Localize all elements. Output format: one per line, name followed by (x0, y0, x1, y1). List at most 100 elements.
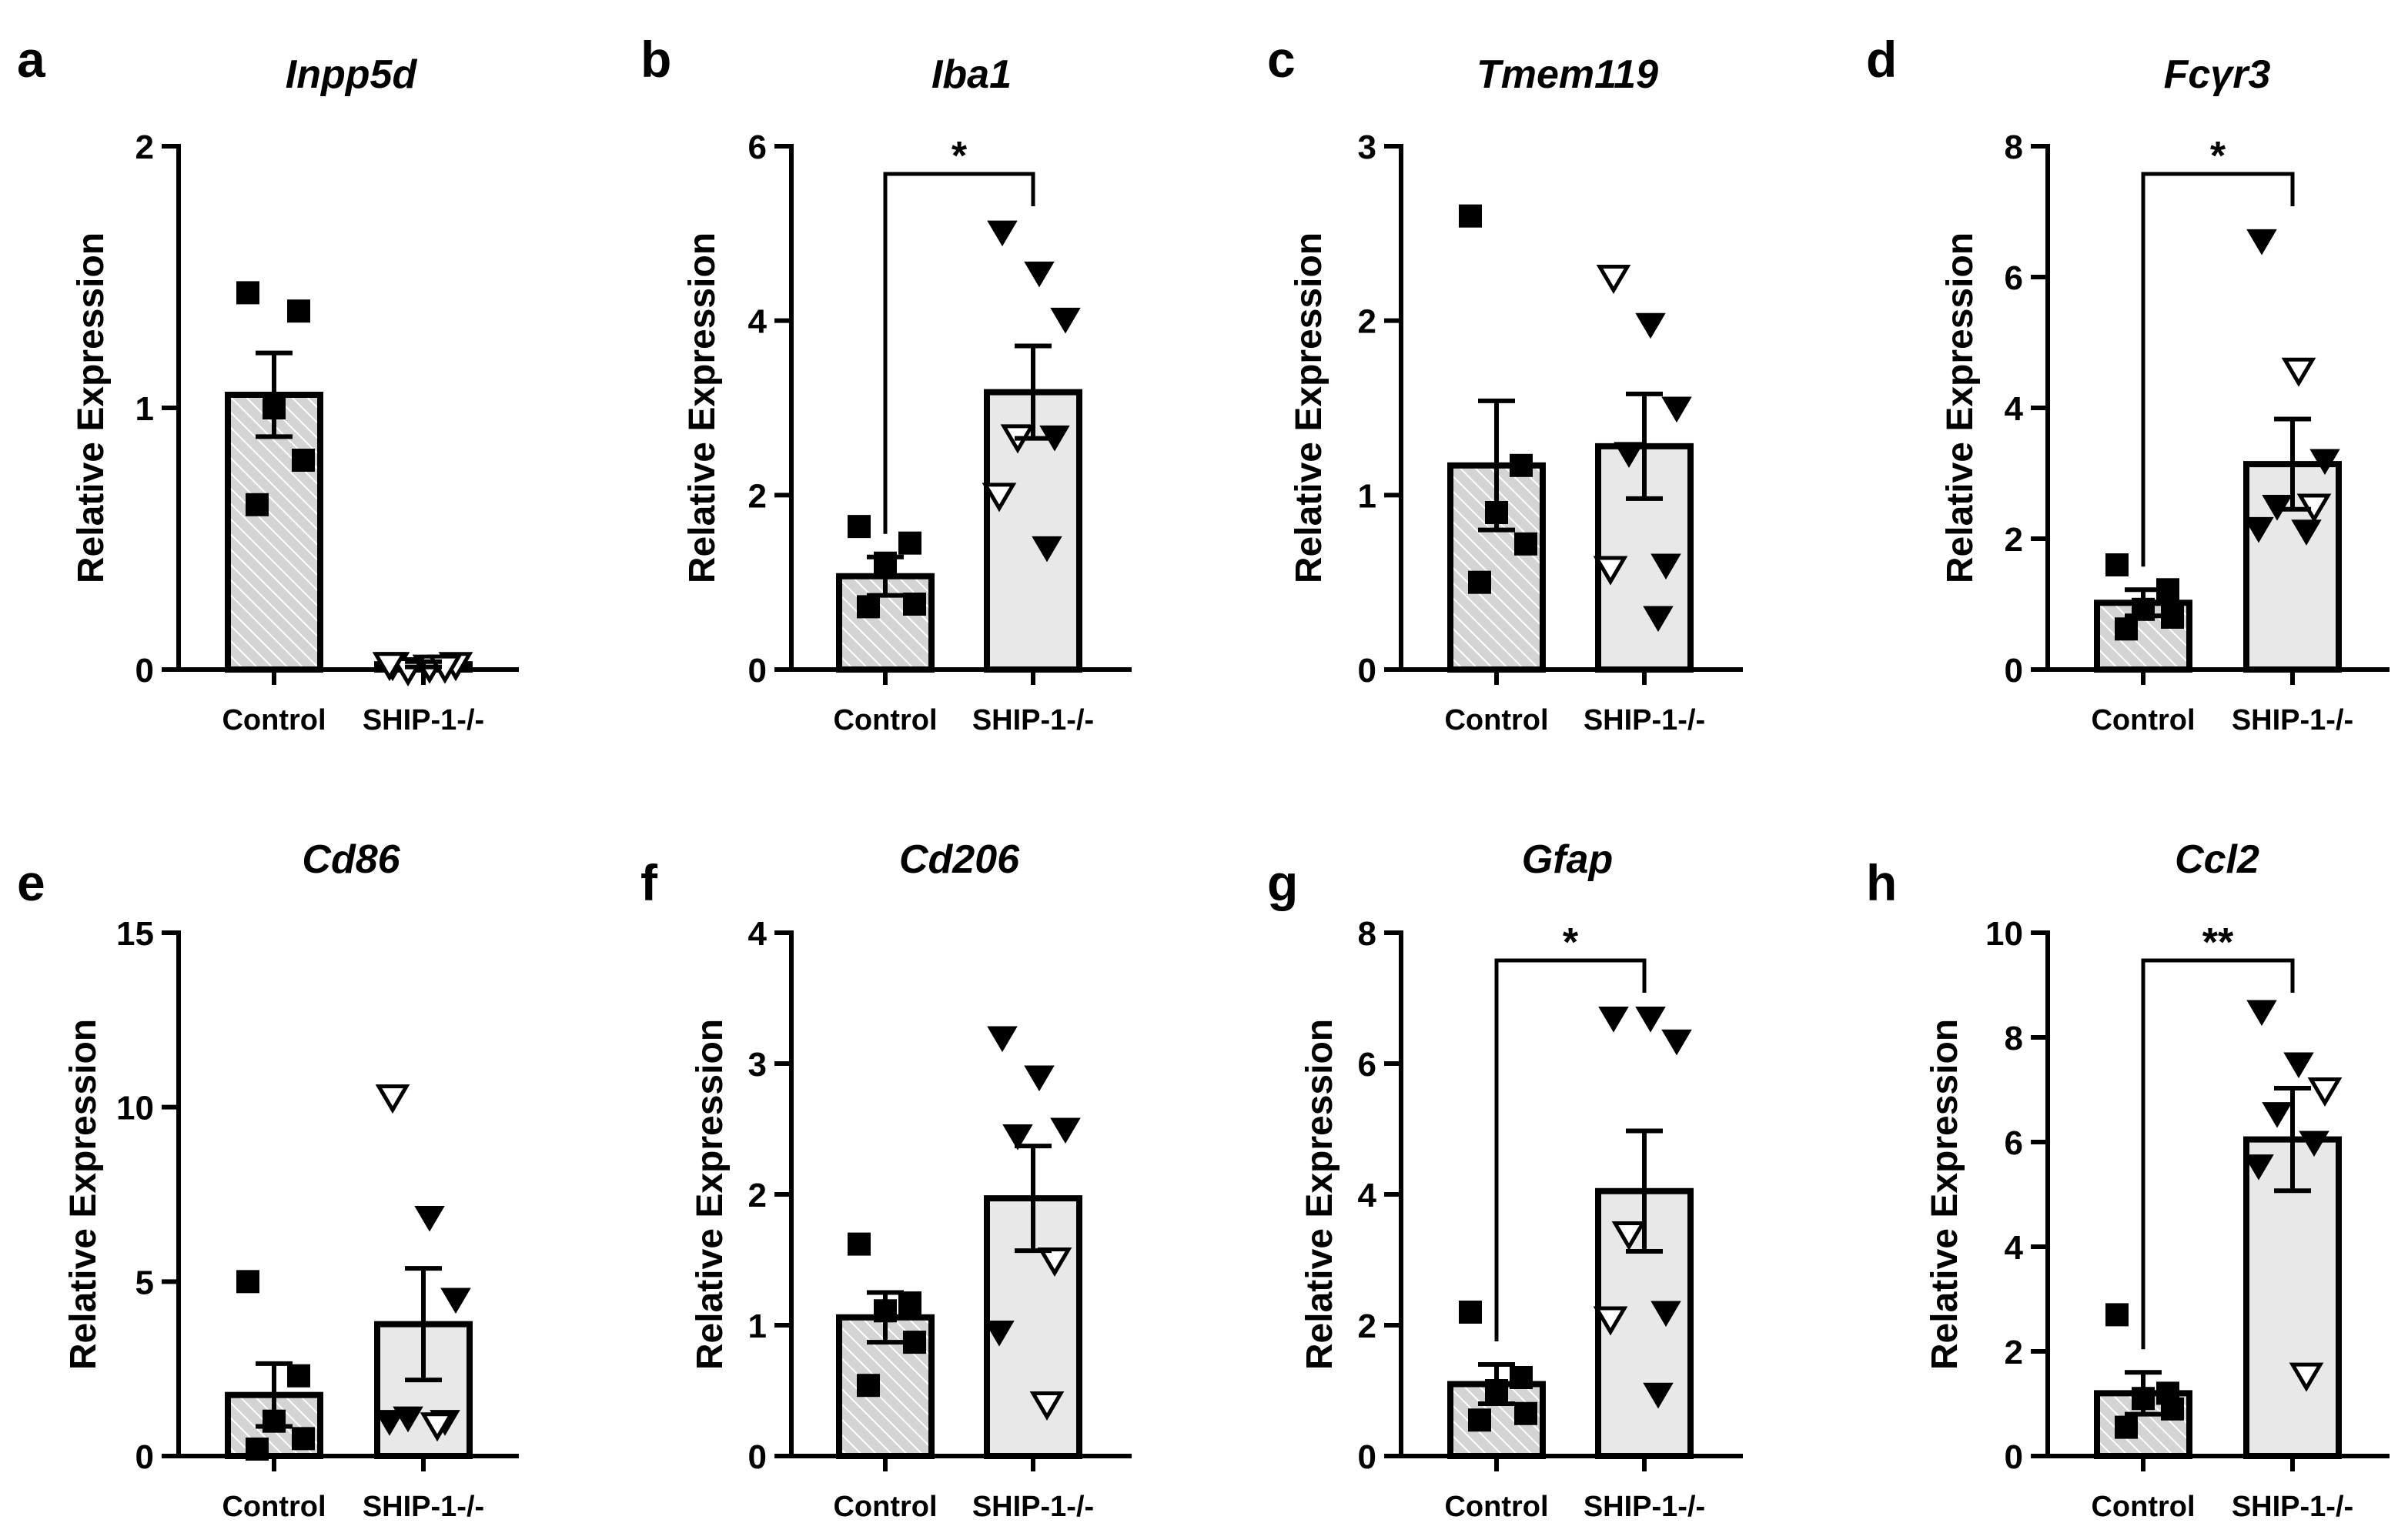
panel-letter: c (1267, 31, 1296, 88)
significance-bracket (883, 172, 1035, 534)
significance-bracket (1494, 958, 1647, 1341)
x-tick-label: Control (1444, 704, 1548, 736)
panel-d: d Fcγr3 Relative Expression 0 2 4 6 8 Control SHI… (1866, 31, 2390, 736)
y-tick-label: 4 (2005, 390, 2024, 428)
data-point-control (903, 593, 926, 616)
data-point-ship1-ko (2246, 229, 2277, 256)
panel-e: e Cd86 Relative Expression 0 5 10 15 Control SHI… (17, 837, 519, 1523)
data-point-control (292, 449, 315, 472)
data-point-control (1468, 1408, 1491, 1432)
data-point-ship1-ko (2307, 1077, 2343, 1107)
data-point-ship1-ko (374, 1410, 405, 1436)
data-point-ship1-ko (1596, 265, 1631, 295)
y-tick-label: 6 (2005, 1124, 2023, 1162)
significance-label: * (951, 134, 968, 179)
data-point-ship1-ko (1024, 261, 1055, 288)
data-point-ship1-ko (987, 220, 1018, 247)
data-point-control (1514, 532, 1537, 556)
data-point-ship1-ko (1643, 1382, 1674, 1409)
data-point-ship1-ko (1598, 1007, 1629, 1033)
y-tick-label: 1 (748, 1308, 767, 1345)
data-point-ship1-ko (1661, 396, 1692, 423)
data-point-ship1-ko (372, 652, 407, 682)
data-point-ship1-ko (1024, 1065, 1055, 1092)
y-tick-label: 4 (748, 303, 768, 341)
panel-letter: f (640, 854, 658, 911)
y-tick-label: 4 (1358, 1177, 1377, 1214)
y-tick-label: 0 (135, 1438, 154, 1476)
data-point-control (898, 531, 921, 555)
panel-c: c Tmem119 Relative Expression 0 1 2 3 Control SH… (1267, 31, 1743, 736)
significance-bracket (2141, 958, 2295, 1350)
y-tick-label: 10 (1985, 915, 2023, 953)
data-point-ship1-ko (1050, 307, 1081, 334)
data-point-control (2115, 617, 2138, 641)
data-point-ship1-ko (440, 1288, 471, 1314)
y-tick-label: 4 (748, 915, 768, 953)
x-tick-label: Control (833, 1491, 937, 1523)
y-axis-label: Relative Expression (1299, 1019, 1340, 1370)
data-point-ship1-ko (2243, 516, 2274, 543)
data-point-ship1-ko (1029, 1391, 1065, 1421)
x-tick-label: SHIP-1-/- (1584, 1491, 1705, 1523)
y-tick-label: 0 (748, 1438, 767, 1476)
x-tick-label: SHIP-1-/- (972, 704, 1094, 736)
data-point-control (292, 1427, 315, 1451)
y-tick-label: 2 (2005, 1334, 2023, 1371)
data-point-control (2161, 606, 2184, 629)
panel-letter: g (1267, 854, 1298, 911)
panel-title: Fcγr3 (2164, 52, 2271, 97)
x-tick-label: Control (2091, 704, 2195, 736)
panel-h: h Ccl2 Relative Expression 0 2 4 6 8 10 Control SH… (1866, 837, 2390, 1523)
data-point-ship1-ko (1037, 1247, 1072, 1278)
data-point-ship1-ko (2262, 1102, 2293, 1128)
significance-label: * (2210, 134, 2226, 179)
y-axis-label: Relative Expression (1940, 232, 1981, 583)
x-tick-label: SHIP-1-/- (2232, 1491, 2353, 1523)
x-tick-label: SHIP-1-/- (2232, 704, 2353, 736)
y-tick-label: 1 (135, 390, 154, 428)
significance-label: * (1563, 920, 1579, 965)
data-point-control (857, 595, 880, 619)
data-point-control (1514, 1401, 1537, 1425)
y-tick-label: 8 (2005, 1020, 2023, 1057)
panel-b: b Iba1 Relative Expression 0 2 4 6 Control SHIP-… (640, 31, 1132, 736)
y-tick-label: 0 (1358, 652, 1376, 690)
y-tick-label: 6 (748, 129, 767, 166)
data-point-ship1-ko (375, 1084, 410, 1114)
significance-label: ** (2202, 920, 2234, 965)
y-tick-label: 15 (116, 915, 154, 953)
significance-bracket (2141, 172, 2295, 567)
y-tick-label: 2 (1358, 303, 1376, 341)
y-tick-label: 3 (1358, 129, 1376, 166)
x-tick-label: Control (222, 1491, 326, 1523)
data-point-ship1-ko (1032, 536, 1062, 563)
y-tick-label: 8 (2005, 129, 2023, 166)
y-tick-label: 2 (2005, 521, 2023, 559)
y-tick-label: 2 (135, 129, 154, 166)
data-point-ship1-ko (1002, 1124, 1033, 1151)
y-tick-label: 10 (116, 1090, 154, 1127)
data-point-ship1-ko (1650, 553, 1681, 580)
data-point-control (246, 1437, 269, 1461)
panel-letter: d (1866, 31, 1897, 88)
data-point-control (2105, 553, 2129, 576)
y-tick-label: 0 (2005, 1438, 2023, 1476)
data-point-ship1-ko (2281, 357, 2316, 387)
y-tick-label: 2 (748, 1177, 767, 1214)
y-axis-label: Relative Expression (71, 232, 112, 583)
data-point-ship1-ko (1611, 1221, 1647, 1251)
data-point-control (236, 281, 259, 305)
x-tick-label: SHIP-1-/- (972, 1491, 1094, 1523)
x-tick-label: Control (833, 704, 937, 736)
data-point-control (2115, 1415, 2138, 1439)
panel-title: Tmem119 (1477, 52, 1658, 97)
y-tick-label: 0 (2005, 652, 2023, 690)
data-point-ship1-ko (2243, 1154, 2274, 1181)
y-tick-label: 3 (748, 1046, 767, 1084)
data-point-ship1-ko (1643, 606, 1674, 633)
data-point-control (2105, 1303, 2129, 1327)
y-tick-label: 8 (1358, 915, 1376, 953)
y-tick-label: 6 (1358, 1046, 1376, 1084)
